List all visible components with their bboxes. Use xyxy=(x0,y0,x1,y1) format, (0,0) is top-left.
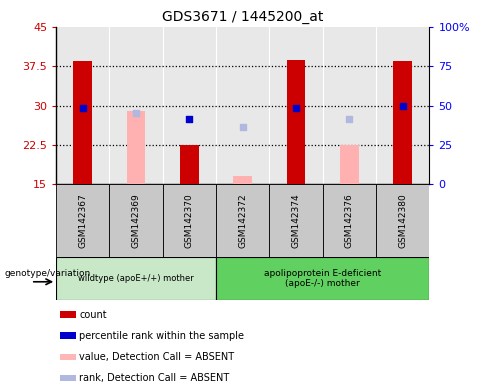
Point xyxy=(239,124,246,130)
Point xyxy=(185,116,193,122)
Bar xyxy=(56,184,109,257)
Text: apolipoprotein E-deficient
(apoE-/-) mother: apolipoprotein E-deficient (apoE-/-) mot… xyxy=(264,269,382,288)
Bar xyxy=(60,311,76,318)
Point xyxy=(79,105,87,111)
Bar xyxy=(109,184,163,257)
Text: GSM142376: GSM142376 xyxy=(345,194,354,248)
Bar xyxy=(287,60,305,184)
Bar xyxy=(163,184,216,257)
Title: GDS3671 / 1445200_at: GDS3671 / 1445200_at xyxy=(162,10,324,25)
Text: GSM142380: GSM142380 xyxy=(398,194,407,248)
Bar xyxy=(127,111,145,184)
Bar xyxy=(340,145,359,184)
Bar xyxy=(180,145,199,184)
Bar xyxy=(216,184,269,257)
Bar xyxy=(60,375,76,381)
Text: value, Detection Call = ABSENT: value, Detection Call = ABSENT xyxy=(79,352,234,362)
Bar xyxy=(323,184,376,257)
Bar xyxy=(269,184,323,257)
Bar xyxy=(376,184,429,257)
Bar xyxy=(56,257,216,300)
Point xyxy=(346,116,353,122)
Bar xyxy=(74,61,92,184)
Point xyxy=(132,111,140,117)
Text: GSM142370: GSM142370 xyxy=(185,194,194,248)
Bar xyxy=(216,257,429,300)
Text: count: count xyxy=(79,310,107,320)
Text: GSM142367: GSM142367 xyxy=(78,194,87,248)
Text: wildtype (apoE+/+) mother: wildtype (apoE+/+) mother xyxy=(78,274,194,283)
Point xyxy=(399,103,407,109)
Text: GSM142374: GSM142374 xyxy=(292,194,301,248)
Text: GSM142369: GSM142369 xyxy=(132,194,141,248)
Point xyxy=(292,105,300,111)
Text: rank, Detection Call = ABSENT: rank, Detection Call = ABSENT xyxy=(79,373,229,383)
Bar xyxy=(60,354,76,360)
Text: GSM142372: GSM142372 xyxy=(238,194,247,248)
Bar xyxy=(60,333,76,339)
Text: genotype/variation: genotype/variation xyxy=(5,269,91,278)
Bar xyxy=(233,177,252,184)
Bar xyxy=(393,61,412,184)
Text: percentile rank within the sample: percentile rank within the sample xyxy=(79,331,244,341)
